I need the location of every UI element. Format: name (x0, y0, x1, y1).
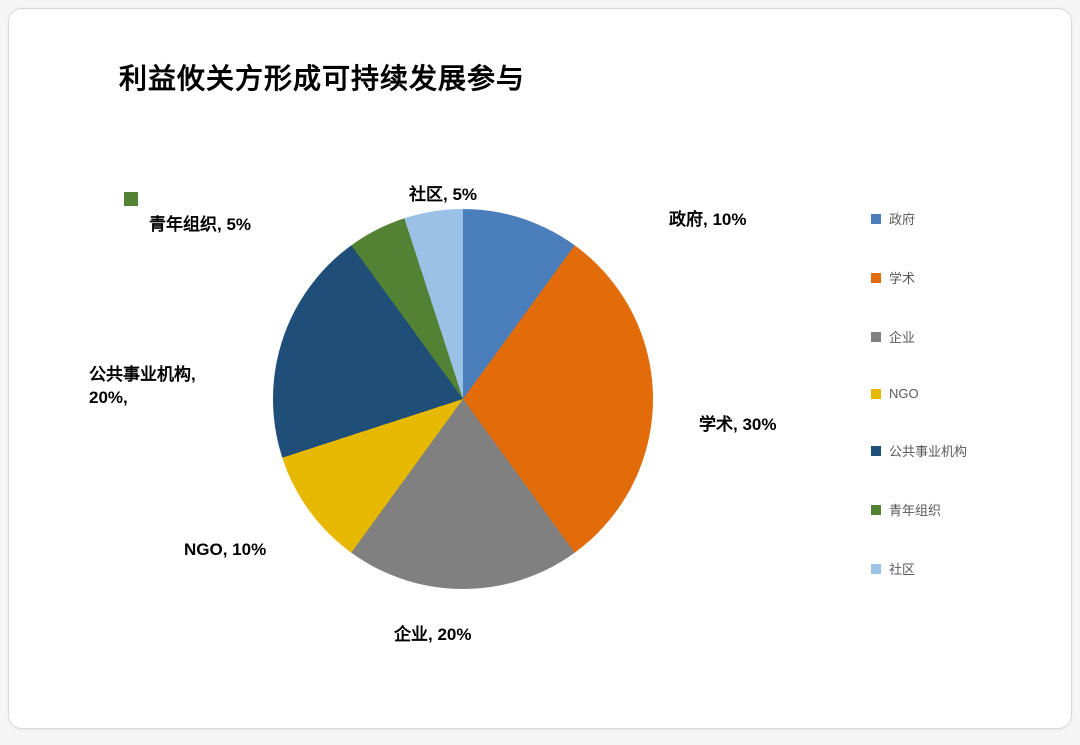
legend-swatch (871, 214, 881, 224)
legend-swatch (871, 446, 881, 456)
legend-swatch (871, 505, 881, 515)
youth-leader-marker (124, 192, 138, 206)
slice-label-commun: 社区, 5% (409, 184, 477, 207)
legend-swatch (871, 564, 881, 574)
slice-label-ngo: NGO, 10% (184, 539, 266, 562)
legend-swatch (871, 273, 881, 283)
legend-swatch (871, 332, 881, 342)
legend-label: 学术 (889, 268, 915, 287)
legend-item-corp: 企业 (871, 327, 1031, 346)
slice-label-public: 公共事业机构, 20%, (89, 364, 196, 410)
slice-label-academ: 学术, 30% (699, 414, 776, 437)
chart-title: 利益攸关方形成可持续发展参与 (119, 57, 525, 97)
legend-item-youth: 青年组织 (871, 500, 1031, 519)
legend-item-public: 公共事业机构 (871, 441, 1031, 460)
legend-swatch (871, 389, 881, 399)
legend-label: 青年组织 (889, 500, 941, 519)
legend-item-commun: 社区 (871, 559, 1031, 578)
legend-item-gov: 政府 (871, 209, 1031, 228)
legend-label: 社区 (889, 559, 915, 578)
pie-chart (273, 209, 653, 589)
chart-card: 利益攸关方形成可持续发展参与 政府, 10% 学术, 30% 企业, 20% N… (8, 8, 1072, 729)
legend-item-academ: 学术 (871, 268, 1031, 287)
legend-label: 公共事业机构 (889, 441, 967, 460)
legend: 政府 学术 企业 NGO 公共事业机构 青年组织 社区 (871, 209, 1031, 618)
slice-label-youth: 青年组织, 5% (149, 214, 251, 237)
pie-graphic (273, 209, 653, 589)
slice-label-gov: 政府, 10% (669, 209, 746, 232)
legend-label: 政府 (889, 209, 915, 228)
legend-label: 企业 (889, 327, 915, 346)
legend-label: NGO (889, 386, 919, 401)
slice-label-corp: 企业, 20% (394, 624, 471, 647)
legend-item-ngo: NGO (871, 386, 1031, 401)
